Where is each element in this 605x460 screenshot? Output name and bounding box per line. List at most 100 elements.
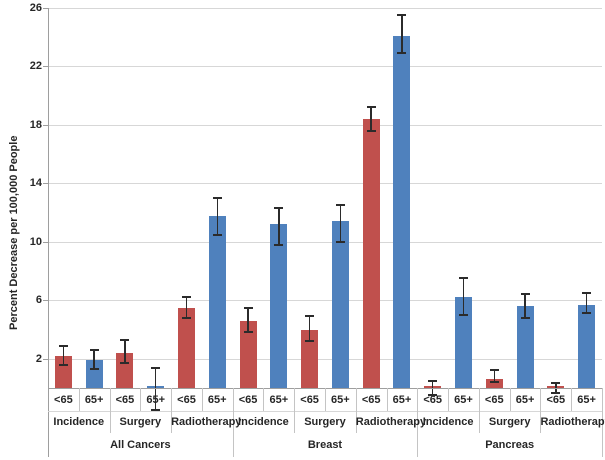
error-bar-cap-bottom xyxy=(366,129,376,132)
category-row-separator xyxy=(48,411,602,412)
gridline xyxy=(48,66,602,68)
procedure-label: Incidence xyxy=(53,416,105,428)
y-tick-label: 6 xyxy=(35,294,42,307)
cancer-label: Pancreas xyxy=(485,439,535,451)
error-bar xyxy=(370,107,372,131)
cancer-group-separator xyxy=(232,388,234,457)
age-cell-separator xyxy=(140,388,142,411)
y-tick-mark xyxy=(43,8,48,9)
error-bar-cap-bottom xyxy=(489,381,499,384)
bar-over65 xyxy=(208,215,226,388)
age-cell-separator xyxy=(171,388,173,411)
y-tick-label: 26 xyxy=(29,2,42,14)
age-cell-separator xyxy=(78,388,80,411)
age-cell-separator xyxy=(448,388,450,411)
error-bar-cap-top xyxy=(335,204,345,207)
error-bar-cap-top xyxy=(212,197,222,199)
bar-under65 xyxy=(485,378,503,388)
error-bar-cap-bottom xyxy=(212,233,222,236)
age-label: <65 xyxy=(484,394,504,406)
error-bar-cap-top xyxy=(151,366,161,369)
error-bar-cap-top xyxy=(551,381,561,384)
age-label: 65+ xyxy=(392,394,412,406)
error-bar-cap-top xyxy=(489,369,499,372)
y-axis-line xyxy=(48,8,49,457)
bar-under65 xyxy=(301,329,319,388)
procedure-label: Radiotherapy xyxy=(355,416,427,428)
bar-over65 xyxy=(85,360,103,388)
error-bar xyxy=(278,208,280,245)
error-bar-cap-top xyxy=(305,315,315,318)
error-bar xyxy=(308,316,311,342)
procedure-label: Radiotherapy xyxy=(171,416,242,428)
y-tick-mark xyxy=(43,241,48,243)
age-cell-separator xyxy=(294,388,296,411)
procedure-group-separator xyxy=(540,411,542,433)
error-bar-cap-bottom xyxy=(551,392,561,395)
gridline xyxy=(48,124,602,126)
y-tick-label: 10 xyxy=(29,235,42,248)
age-cell-separator xyxy=(109,388,111,411)
error-bar-cap-top xyxy=(397,14,407,17)
age-label: <65 xyxy=(238,394,258,406)
y-tick-label: 14 xyxy=(29,177,42,190)
bar-under65 xyxy=(178,307,195,388)
error-bar xyxy=(431,380,434,396)
error-bar-cap-bottom xyxy=(459,313,468,316)
error-bar-cap-bottom xyxy=(274,243,284,246)
age-label: 65+ xyxy=(454,394,473,406)
age-cell-separator xyxy=(478,388,480,411)
age-label: 65+ xyxy=(331,394,350,406)
error-bar xyxy=(339,205,342,242)
gridline xyxy=(48,183,602,185)
error-bar-cap-bottom xyxy=(428,394,438,397)
error-bar xyxy=(185,297,188,318)
error-bar-cap-top xyxy=(582,292,592,294)
age-label: 65+ xyxy=(207,394,227,406)
error-bar-cap-bottom xyxy=(397,52,407,55)
procedure-label: Surgery xyxy=(488,416,531,428)
age-cell-separator xyxy=(263,388,265,411)
error-bar-cap-bottom xyxy=(182,316,191,319)
y-tick-mark xyxy=(43,358,48,360)
error-bar-cap-top xyxy=(459,277,468,280)
error-bar-cap-bottom xyxy=(89,368,99,370)
age-cell-separator xyxy=(386,388,388,411)
cancer-group-separator xyxy=(417,388,419,457)
y-tick-mark xyxy=(43,66,48,68)
age-label: <65 xyxy=(300,394,319,406)
procedure-label: Incidence xyxy=(238,416,289,428)
error-bar xyxy=(585,293,588,314)
y-tick-label: 2 xyxy=(35,352,42,365)
bar-under65 xyxy=(239,320,257,388)
age-label: 65+ xyxy=(269,394,289,406)
procedure-group-separator xyxy=(109,411,111,433)
bar-under65 xyxy=(362,119,380,388)
bar-over65 xyxy=(270,224,288,388)
cancer-label: Breast xyxy=(307,439,343,451)
error-bar xyxy=(93,350,95,369)
error-bar-cap-bottom xyxy=(243,331,253,334)
error-bar-cap-bottom xyxy=(305,340,315,343)
error-bar xyxy=(462,278,465,315)
error-bar-cap-top xyxy=(89,349,99,351)
gridline xyxy=(48,300,602,302)
y-tick-mark xyxy=(43,124,48,126)
gridline xyxy=(48,358,602,360)
error-bar-cap-top xyxy=(120,338,130,341)
error-bar xyxy=(216,198,219,235)
bar-over65 xyxy=(516,306,534,388)
error-bar-cap-top xyxy=(243,306,253,309)
age-label: 65+ xyxy=(84,394,104,406)
error-bar-cap-bottom xyxy=(520,316,530,319)
y-tick-label: 18 xyxy=(29,118,42,131)
error-bar-cap-top xyxy=(58,344,68,347)
age-cell-separator xyxy=(201,388,203,411)
error-bar xyxy=(247,307,249,333)
age-cell-separator xyxy=(325,388,326,411)
age-cell-separator xyxy=(571,388,573,411)
gridline xyxy=(48,8,602,9)
error-bar xyxy=(62,345,65,365)
procedure-label: Surgery xyxy=(304,416,346,428)
